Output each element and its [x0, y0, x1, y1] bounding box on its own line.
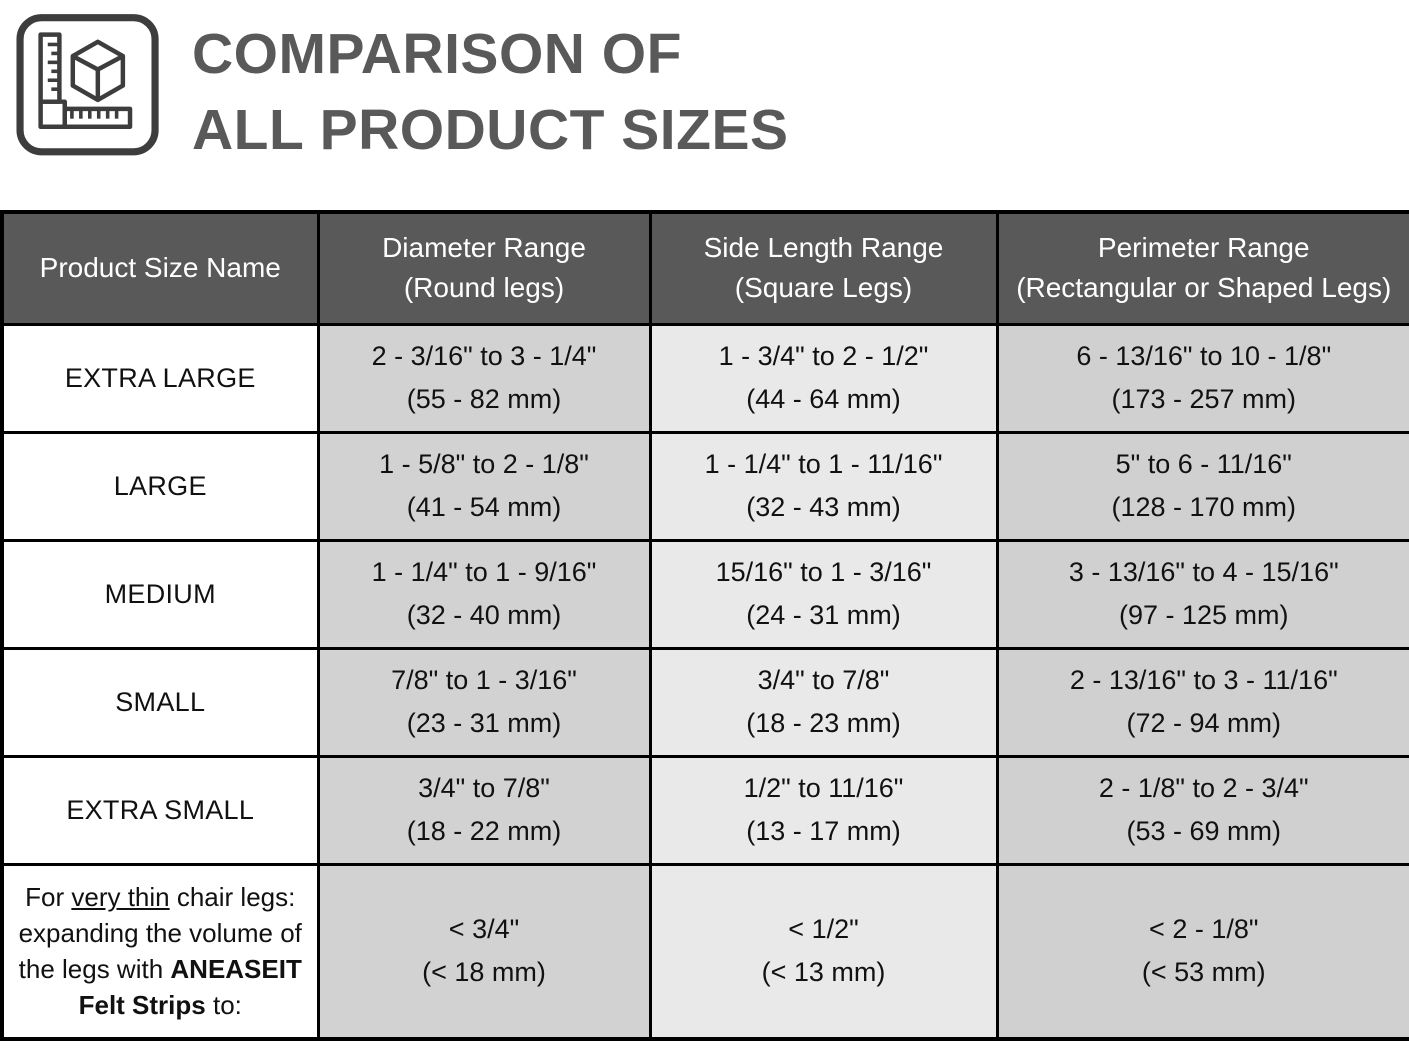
extra-large-side-cell: 1 - 3/4" to 2 - 1/2" (44 - 64 mm): [648, 322, 999, 434]
extra-small-side-cell: 1/2" to 11/16" (13 - 17 mm): [648, 754, 999, 866]
large-diameter-inches: 1 - 5/8" to 2 - 1/8": [379, 449, 589, 479]
medium-perimeter-mm: (97 - 125 mm): [1118, 600, 1289, 630]
small-diameter-inches: 7/8" to 1 - 3/16": [391, 665, 577, 695]
thin-legs-perimeter-cell: < 2 - 1/8" (< 53 mm): [995, 862, 1409, 1041]
note-text-3: to:: [205, 990, 242, 1021]
header-diameter-line2: (Round legs): [403, 272, 565, 304]
large-side-mm: (32 - 43 mm): [746, 492, 901, 522]
note-text-2: chair legs: expanding the volume of the …: [18, 882, 302, 985]
extra-small-diameter-cell: 3/4" to 7/8" (18 - 22 mm): [316, 754, 652, 866]
large-diameter-mm: (41 - 54 mm): [406, 492, 562, 522]
medium-side-mm: (24 - 31 mm): [746, 600, 901, 630]
medium-side-cell: 15/16" to 1 - 3/16" (24 - 31 mm): [648, 538, 999, 650]
large-perimeter-inches: 5" to 6 - 11/16": [1115, 449, 1292, 479]
thin-legs-perimeter-mm: (< 53 mm): [1141, 957, 1266, 988]
product-size-comparison-table: Product Size Name Diameter Range (Round …: [0, 210, 1409, 1041]
large-side-cell: 1 - 1/4" to 1 - 11/16" (32 - 43 mm): [648, 430, 999, 542]
size-name-extra-large: EXTRA LARGE: [0, 322, 320, 434]
extra-large-perimeter-inches: 6 - 13/16" to 10 - 1/8": [1076, 341, 1332, 371]
small-diameter-cell: 7/8" to 1 - 3/16" (23 - 31 mm): [316, 646, 652, 758]
extra-small-perimeter-cell: 2 - 1/8" to 2 - 3/4" (53 - 69 mm): [995, 754, 1409, 866]
extra-small-perimeter-inches: 2 - 1/8" to 2 - 3/4": [1098, 773, 1309, 803]
extra-small-diameter-mm: (18 - 22 mm): [406, 816, 562, 846]
thin-legs-side-mm: (< 13 mm): [761, 957, 886, 988]
small-perimeter-inches: 2 - 13/16" to 3 - 11/16": [1069, 665, 1338, 695]
size-name-small: SMALL: [0, 646, 320, 758]
table-header-row: Product Size Name Diameter Range (Round …: [0, 210, 1409, 326]
page-title: COMPARISON OF ALL PRODUCT SIZES: [192, 16, 788, 168]
medium-diameter-mm: (32 - 40 mm): [406, 600, 562, 630]
medium-diameter-cell: 1 - 1/4" to 1 - 9/16" (32 - 40 mm): [316, 538, 652, 650]
note-text-underlined: very thin: [71, 882, 170, 913]
size-name-large: LARGE: [0, 430, 320, 542]
table-row-extra-large: EXTRA LARGE 2 - 3/16" to 3 - 1/4" (55 - …: [0, 322, 1409, 434]
table-row-extra-small: EXTRA SMALL 3/4" to 7/8" (18 - 22 mm) 1/…: [0, 754, 1409, 866]
small-side-cell: 3/4" to 7/8" (18 - 23 mm): [648, 646, 999, 758]
header-side-length-range: Side Length Range (Square Legs): [648, 210, 999, 326]
header-perimeter-line1: Perimeter Range: [1097, 232, 1310, 264]
extra-small-side-inches: 1/2" to 11/16": [743, 773, 904, 803]
extra-large-perimeter-cell: 6 - 13/16" to 10 - 1/8" (173 - 257 mm): [995, 322, 1409, 434]
medium-diameter-inches: 1 - 1/4" to 1 - 9/16": [371, 557, 597, 587]
header-diameter-line1: Diameter Range: [382, 232, 586, 264]
header-perimeter-line2: (Rectangular or Shaped Legs): [1016, 272, 1392, 304]
extra-large-diameter-cell: 2 - 3/16" to 3 - 1/4" (55 - 82 mm): [316, 322, 652, 434]
thin-legs-side-cell: < 1/2" (< 13 mm): [648, 862, 999, 1041]
extra-large-side-mm: (44 - 64 mm): [746, 384, 901, 414]
header-side-line1: Side Length Range: [703, 232, 944, 264]
extra-large-perimeter-mm: (173 - 257 mm): [1111, 384, 1297, 414]
page-title-line1: COMPARISON OF: [192, 22, 682, 86]
banner: COMPARISON OF ALL PRODUCT SIZES: [0, 0, 1409, 210]
thin-legs-diameter-cell: < 3/4" (< 18 mm): [316, 862, 652, 1041]
felt-strips-note: For very thin chair legs: expanding the …: [0, 862, 320, 1041]
measuring-ruler-cube-icon: [16, 14, 159, 156]
table-row-felt-strips-note: For very thin chair legs: expanding the …: [0, 862, 1409, 1041]
table-row-small: SMALL 7/8" to 1 - 3/16" (23 - 31 mm) 3/4…: [0, 646, 1409, 758]
header-product-size-name-label: Product Size Name: [39, 252, 281, 284]
large-side-inches: 1 - 1/4" to 1 - 11/16": [704, 449, 943, 479]
header-diameter-range: Diameter Range (Round legs): [316, 210, 652, 326]
medium-perimeter-cell: 3 - 13/16" to 4 - 15/16" (97 - 125 mm): [995, 538, 1409, 650]
medium-side-inches: 15/16" to 1 - 3/16": [715, 557, 932, 587]
small-perimeter-cell: 2 - 13/16" to 3 - 11/16" (72 - 94 mm): [995, 646, 1409, 758]
header-product-size-name: Product Size Name: [0, 210, 320, 326]
thin-legs-side-inches: < 1/2": [788, 914, 859, 945]
extra-large-diameter-mm: (55 - 82 mm): [406, 384, 562, 414]
small-diameter-mm: (23 - 31 mm): [406, 708, 562, 738]
medium-perimeter-inches: 3 - 13/16" to 4 - 15/16": [1068, 557, 1339, 587]
large-perimeter-mm: (128 - 170 mm): [1111, 492, 1297, 522]
extra-large-side-inches: 1 - 3/4" to 2 - 1/2": [718, 341, 929, 371]
small-side-mm: (18 - 23 mm): [746, 708, 901, 738]
table-row-medium: MEDIUM 1 - 1/4" to 1 - 9/16" (32 - 40 mm…: [0, 538, 1409, 650]
note-text-1: For: [25, 882, 72, 913]
small-side-inches: 3/4" to 7/8": [757, 665, 890, 695]
large-diameter-cell: 1 - 5/8" to 2 - 1/8" (41 - 54 mm): [316, 430, 652, 542]
extra-small-perimeter-mm: (53 - 69 mm): [1126, 816, 1282, 846]
thin-legs-diameter-mm: (< 18 mm): [422, 957, 546, 988]
extra-large-diameter-inches: 2 - 3/16" to 3 - 1/4": [371, 341, 597, 371]
extra-small-diameter-inches: 3/4" to 7/8": [418, 773, 550, 803]
small-perimeter-mm: (72 - 94 mm): [1126, 708, 1282, 738]
thin-legs-perimeter-inches: < 2 - 1/8": [1149, 914, 1259, 945]
large-perimeter-cell: 5" to 6 - 11/16" (128 - 170 mm): [995, 430, 1409, 542]
extra-small-side-mm: (13 - 17 mm): [746, 816, 901, 846]
table-row-large: LARGE 1 - 5/8" to 2 - 1/8" (41 - 54 mm) …: [0, 430, 1409, 542]
page-title-line2: ALL PRODUCT SIZES: [192, 98, 789, 162]
size-name-medium: MEDIUM: [0, 538, 320, 650]
header-perimeter-range: Perimeter Range (Rectangular or Shaped L…: [995, 210, 1409, 326]
header-side-line2: (Square Legs): [734, 272, 913, 304]
note-brand-bold: ANEASEIT Felt Strips: [78, 954, 302, 1021]
thin-legs-diameter-inches: < 3/4": [448, 914, 520, 945]
size-name-extra-small: EXTRA SMALL: [0, 754, 320, 866]
